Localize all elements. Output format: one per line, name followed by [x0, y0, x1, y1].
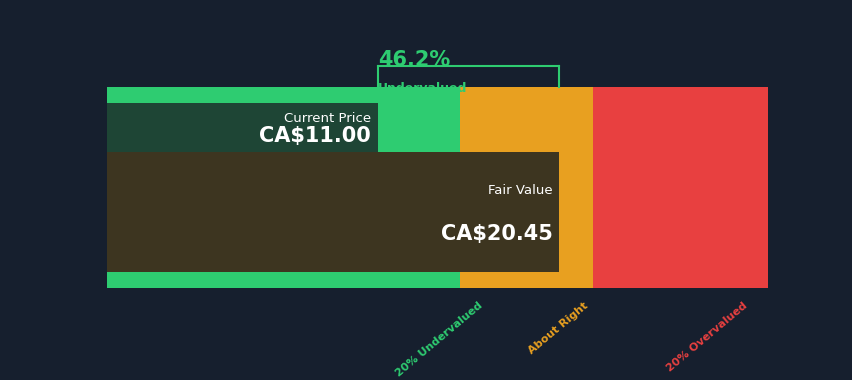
Text: 20% Undervalued: 20% Undervalued [394, 300, 484, 378]
Text: CA$20.45: CA$20.45 [440, 224, 552, 244]
Text: 20% Overvalued: 20% Overvalued [665, 300, 749, 373]
Text: Current Price: Current Price [284, 112, 371, 125]
Bar [106, 103, 377, 152]
Bar [460, 87, 592, 288]
Text: Fair Value: Fair Value [487, 184, 552, 197]
Text: CA$11.00: CA$11.00 [259, 127, 371, 146]
Text: About Right: About Right [526, 300, 589, 356]
Text: Undervalued: Undervalued [377, 82, 467, 95]
Text: 46.2%: 46.2% [377, 50, 449, 70]
Bar [106, 152, 559, 272]
Bar [592, 87, 767, 288]
Bar [106, 87, 460, 288]
